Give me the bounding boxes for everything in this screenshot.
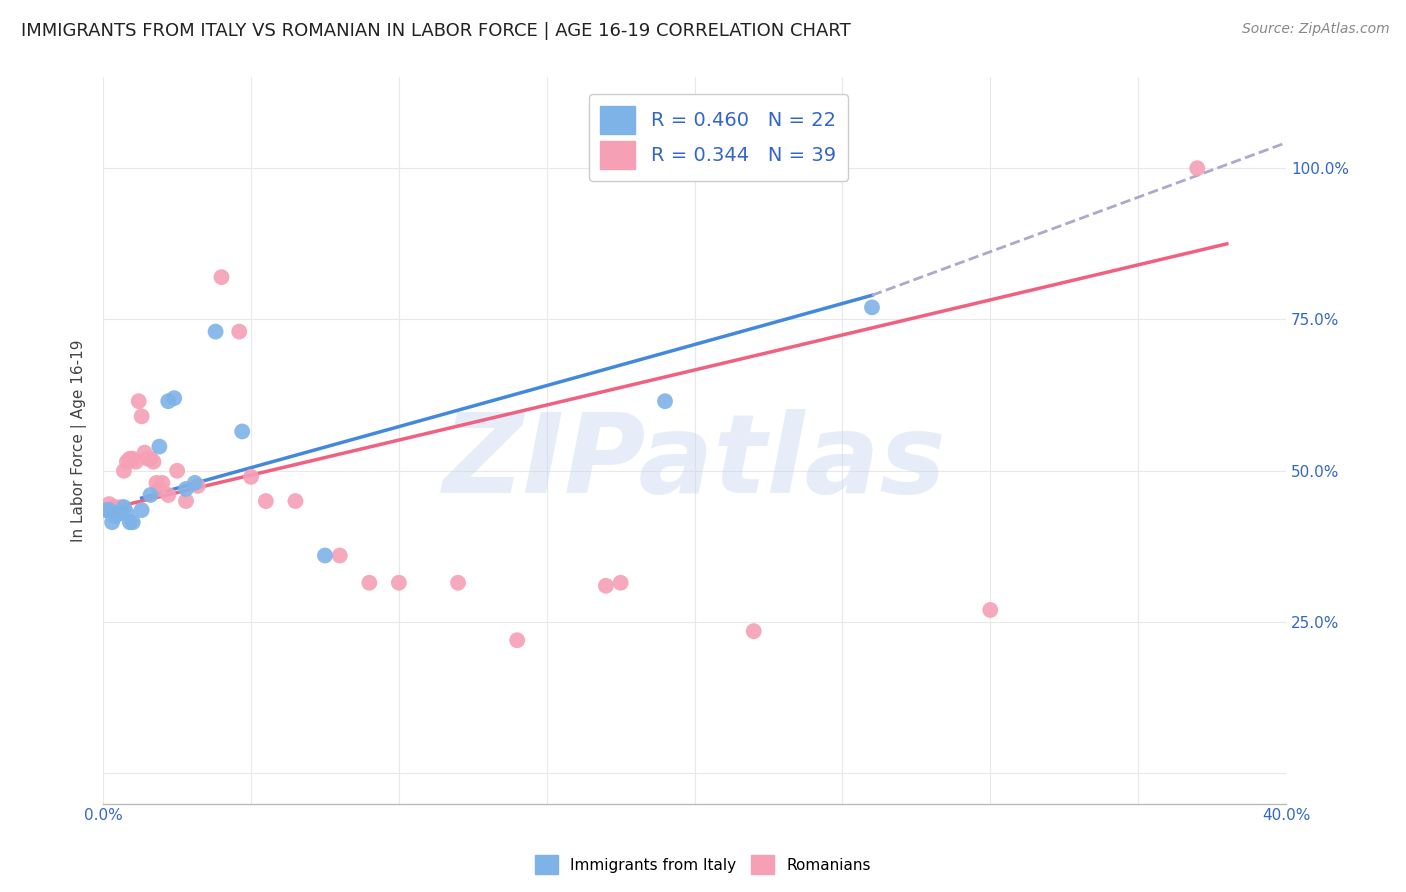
Point	[118, 515, 141, 529]
Point	[112, 500, 135, 514]
Point	[506, 633, 529, 648]
Legend: R = 0.460   N = 22, R = 0.344   N = 39: R = 0.460 N = 22, R = 0.344 N = 39	[589, 95, 848, 180]
Point	[388, 575, 411, 590]
Point	[284, 494, 307, 508]
Legend: Immigrants from Italy, Romanians: Immigrants from Italy, Romanians	[529, 849, 877, 880]
Point	[115, 455, 138, 469]
Point	[860, 301, 883, 315]
Text: Source: ZipAtlas.com: Source: ZipAtlas.com	[1241, 22, 1389, 37]
Point	[107, 506, 129, 520]
Point	[157, 488, 180, 502]
Point	[187, 479, 209, 493]
Point	[96, 503, 118, 517]
Point	[131, 503, 153, 517]
Point	[204, 325, 226, 339]
Point	[121, 451, 143, 466]
Point	[211, 270, 233, 285]
Point	[104, 500, 127, 514]
Point	[115, 506, 138, 520]
Point	[174, 482, 197, 496]
Point	[329, 549, 352, 563]
Point	[231, 425, 253, 439]
Point	[121, 515, 143, 529]
Point	[157, 394, 180, 409]
Point	[98, 503, 121, 517]
Point	[101, 503, 124, 517]
Point	[148, 482, 170, 496]
Point	[654, 394, 676, 409]
Point	[142, 455, 165, 469]
Point	[101, 515, 124, 529]
Point	[166, 464, 188, 478]
Point	[1187, 161, 1209, 176]
Text: ZIPatlas: ZIPatlas	[443, 409, 946, 516]
Point	[145, 475, 167, 490]
Point	[131, 409, 153, 424]
Point	[110, 506, 132, 520]
Point	[184, 475, 207, 490]
Point	[979, 603, 1001, 617]
Point	[136, 451, 159, 466]
Point	[359, 575, 381, 590]
Point	[595, 579, 617, 593]
Point	[254, 494, 277, 508]
Point	[163, 391, 186, 405]
Point	[228, 325, 250, 339]
Point	[98, 497, 121, 511]
Point	[742, 624, 765, 639]
Point	[134, 445, 156, 459]
Point	[174, 494, 197, 508]
Point	[609, 575, 631, 590]
Point	[110, 500, 132, 514]
Point	[148, 440, 170, 454]
Point	[96, 503, 118, 517]
Point	[447, 575, 470, 590]
Y-axis label: In Labor Force | Age 16-19: In Labor Force | Age 16-19	[72, 339, 87, 541]
Point	[314, 549, 336, 563]
Text: IMMIGRANTS FROM ITALY VS ROMANIAN IN LABOR FORCE | AGE 16-19 CORRELATION CHART: IMMIGRANTS FROM ITALY VS ROMANIAN IN LAB…	[21, 22, 851, 40]
Point	[112, 464, 135, 478]
Point	[139, 488, 162, 502]
Point	[107, 503, 129, 517]
Point	[125, 455, 148, 469]
Point	[128, 394, 150, 409]
Point	[240, 470, 263, 484]
Point	[150, 475, 173, 490]
Point	[104, 509, 127, 524]
Point	[118, 451, 141, 466]
Point	[139, 451, 162, 466]
